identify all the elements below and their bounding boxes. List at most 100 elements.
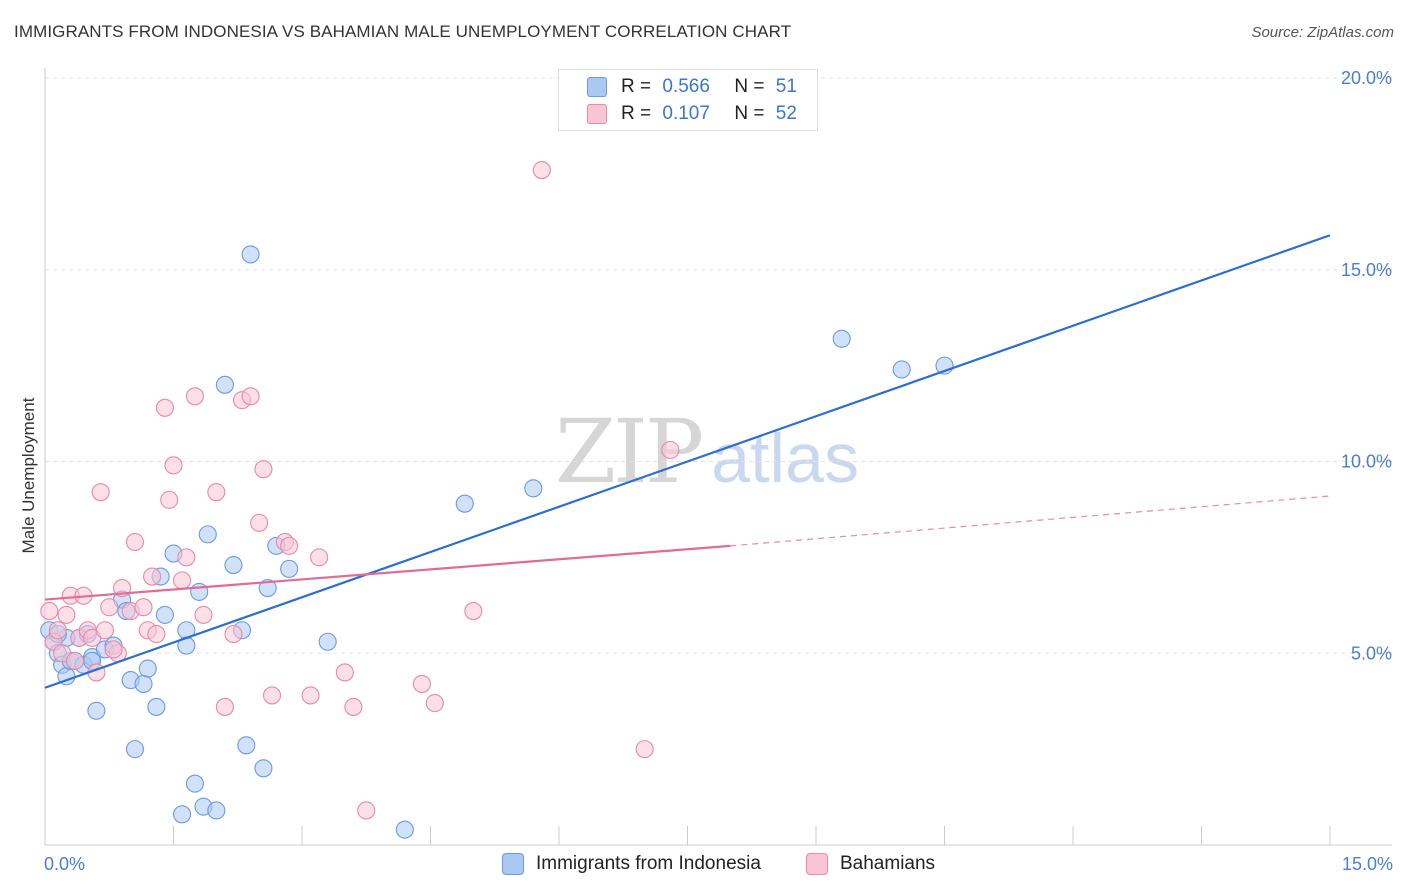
data-point-bahamians <box>100 598 119 617</box>
data-point-bahamians <box>262 686 282 705</box>
data-point-indonesia <box>241 245 260 264</box>
series-legend-indonesia[interactable]: Immigrants from Indonesia <box>502 853 761 875</box>
data-point-indonesia <box>198 525 217 544</box>
data-point-indonesia <box>455 494 474 513</box>
legend-swatch-bahamians <box>587 104 607 124</box>
grid-lines <box>45 77 1392 654</box>
series-legend-label-indonesia: Immigrants from Indonesia <box>536 853 761 874</box>
data-point-indonesia <box>280 559 299 578</box>
data-point-indonesia <box>87 701 106 720</box>
data-point-bahamians <box>155 398 174 417</box>
data-point-indonesia <box>892 360 911 379</box>
legend-n-value: 52 <box>775 103 797 124</box>
data-point-bahamians <box>95 621 115 640</box>
data-point-bahamians <box>301 686 320 705</box>
data-point-bahamians <box>310 548 329 567</box>
x-tick-label: 15.0% <box>1342 854 1393 874</box>
legend-n-value: 51 <box>775 76 797 97</box>
data-point-bahamians <box>241 387 260 406</box>
data-point-indonesia <box>138 659 157 678</box>
y-axis-label: Male Unemployment <box>19 397 38 553</box>
series-legend: Immigrants from Indonesia Bahamians <box>0 851 1406 879</box>
data-point-indonesia <box>207 801 226 820</box>
data-point-bahamians <box>532 160 551 180</box>
data-point-indonesia <box>524 479 543 498</box>
data-point-bahamians <box>635 740 654 759</box>
legend-n-label: N = <box>734 103 765 124</box>
data-point-indonesia <box>134 674 153 693</box>
data-point-bahamians <box>185 387 204 406</box>
data-point-indonesia <box>215 375 234 394</box>
data-point-indonesia <box>147 697 166 716</box>
trend-line-bahamians-extension <box>730 495 1331 547</box>
legend-row-bahamians: R = 0.107 N = 52 <box>587 101 797 127</box>
data-point-bahamians <box>40 602 59 621</box>
data-point-indonesia <box>125 740 144 759</box>
trend-line-bahamians <box>44 544 731 601</box>
legend-r-value: 0.566 <box>662 76 710 97</box>
data-point-bahamians <box>250 513 269 532</box>
axis-labels: 5.0% 10.0% 15.0% 20.0% 0.0% 15.0% Male Unemplo… <box>19 68 1393 874</box>
data-point-bahamians <box>425 694 444 713</box>
trend-lines <box>44 234 1331 689</box>
trend-line-indonesia <box>44 234 1331 689</box>
data-point-bahamians <box>357 801 376 820</box>
data-point-indonesia <box>318 632 337 651</box>
correlation-legend: R = 0.566 N = 51 R = 0.107 N = 52 <box>558 69 818 131</box>
data-point-bahamians <box>125 532 144 552</box>
data-point-bahamians <box>134 598 153 617</box>
data-point-bahamians <box>104 640 123 659</box>
data-point-indonesia <box>237 736 256 755</box>
data-point-bahamians <box>164 456 183 475</box>
y-tick-label: 15.0% <box>1341 260 1392 280</box>
data-point-bahamians <box>280 536 299 555</box>
chart-title: IMMIGRANTS FROM INDONESIA VS BAHAMIAN MA… <box>14 22 792 41</box>
legend-r-value: 0.107 <box>662 103 710 124</box>
data-point-bahamians <box>65 651 85 670</box>
axes <box>44 68 1392 846</box>
series-legend-swatch-indonesia <box>502 853 524 875</box>
data-point-bahamians <box>464 602 483 621</box>
data-point-bahamians <box>160 490 179 509</box>
data-point-bahamians <box>177 548 196 567</box>
data-point-bahamians <box>91 483 110 502</box>
data-point-bahamians <box>661 440 680 460</box>
chart-source: Source: ZipAtlas.com <box>1251 24 1394 41</box>
data-point-bahamians <box>224 625 243 644</box>
y-tick-label: 10.0% <box>1341 452 1392 472</box>
data-point-bahamians <box>215 697 234 716</box>
watermark: ZIP atlas <box>555 400 859 503</box>
data-point-bahamians <box>335 663 354 682</box>
series-legend-swatch-bahamians <box>806 853 828 875</box>
legend-n-label: N = <box>734 76 765 97</box>
data-point-bahamians <box>254 460 273 479</box>
data-point-indonesia <box>185 774 204 793</box>
data-point-bahamians <box>207 483 226 502</box>
data-point-bahamians <box>344 697 363 716</box>
data-point-bahamians <box>412 674 431 693</box>
data-point-indonesia <box>395 820 414 839</box>
data-point-bahamians <box>147 625 166 644</box>
data-point-indonesia <box>832 329 851 348</box>
data-point-indonesia <box>258 579 277 598</box>
data-point-bahamians <box>48 621 67 640</box>
x-tick-label: 0.0% <box>44 854 85 874</box>
data-points <box>40 160 954 839</box>
legend-swatch-indonesia <box>587 77 607 97</box>
data-point-bahamians <box>194 605 213 624</box>
legend-r-label: R = <box>621 103 652 124</box>
y-tick-label: 5.0% <box>1351 643 1392 663</box>
y-tick-label: 20.0% <box>1341 68 1392 88</box>
data-point-bahamians <box>143 567 162 586</box>
legend-r-label: R = <box>621 76 652 97</box>
data-point-bahamians <box>57 605 76 624</box>
data-point-bahamians <box>173 571 192 590</box>
data-point-indonesia <box>254 759 273 778</box>
watermark-atlas: atlas <box>711 419 859 497</box>
data-point-indonesia <box>155 605 174 624</box>
data-point-indonesia <box>224 555 243 575</box>
series-legend-bahamians[interactable]: Bahamians <box>806 853 935 875</box>
legend-row-indonesia: R = 0.566 N = 51 <box>587 74 797 100</box>
series-legend-label-bahamians: Bahamians <box>840 853 936 874</box>
